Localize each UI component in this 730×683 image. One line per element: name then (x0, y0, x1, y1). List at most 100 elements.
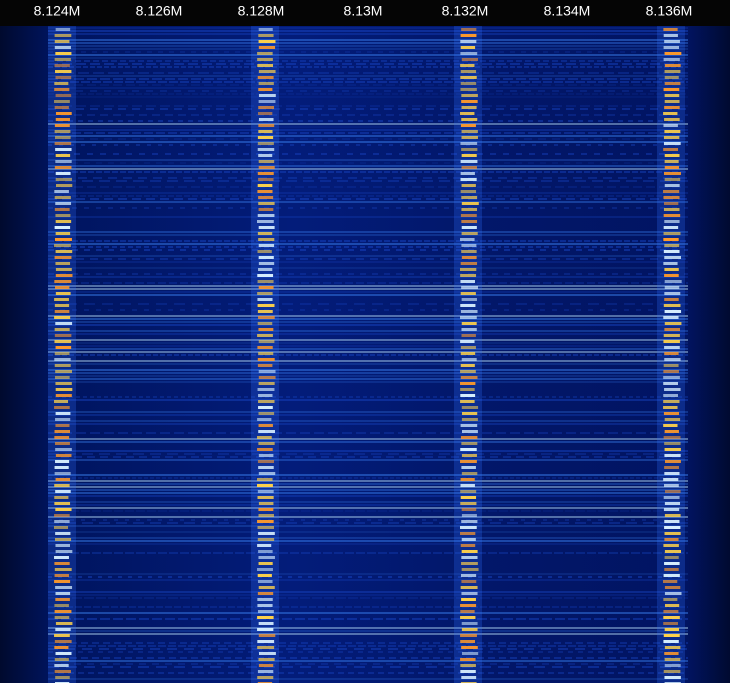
carrier-segment (461, 538, 476, 541)
carrier-segment (258, 652, 276, 655)
carrier-segment (258, 430, 275, 433)
carrier-segment (461, 226, 477, 229)
carrier-segment (54, 574, 69, 577)
carrier-segment (460, 616, 476, 619)
carrier-segment (460, 544, 476, 547)
carrier-segment (460, 142, 478, 145)
carrier-segment (258, 472, 276, 475)
carrier-segment (461, 562, 478, 565)
carrier-segment (663, 436, 681, 439)
carrier-segment (54, 334, 72, 337)
carrier-segment (664, 154, 680, 157)
carrier-segment (54, 310, 70, 313)
carrier-segment (257, 274, 274, 277)
carrier-segment (258, 268, 273, 271)
carrier-segment (664, 76, 679, 79)
carrier-segment (54, 580, 71, 583)
carrier-segment (460, 526, 477, 529)
carrier-segment (460, 46, 476, 49)
carrier-segment (460, 436, 478, 439)
carrier-segment (257, 628, 274, 631)
carrier-segment (54, 526, 69, 529)
carrier-segment (257, 436, 272, 439)
carrier-segment (460, 112, 475, 115)
carrier-segment (663, 376, 680, 379)
carrier-segment (461, 166, 477, 169)
carrier-segment (258, 124, 275, 127)
carrier-segment (54, 286, 70, 289)
carrier-segment (461, 568, 479, 571)
carrier-segment (257, 214, 275, 217)
carrier-segment (460, 310, 478, 313)
carrier-segment (663, 580, 678, 583)
carrier-segment (663, 364, 679, 367)
carrier-segment (54, 316, 71, 319)
carrier-segment (664, 556, 679, 559)
carrier-segment (460, 52, 478, 55)
carrier-segment (663, 316, 679, 319)
carrier-segment (54, 280, 72, 283)
carrier-segment (460, 634, 477, 637)
carrier-segment (460, 172, 475, 175)
carrier-segment (663, 28, 678, 31)
carrier-segment (258, 256, 274, 259)
carrier-segment (55, 76, 72, 79)
carrier-segment (664, 292, 681, 295)
carrier-segment (461, 196, 478, 199)
carrier-segment (664, 520, 680, 523)
carrier-segment (257, 148, 275, 151)
carrier-segment (663, 136, 680, 139)
carrier-segment (664, 280, 682, 283)
carrier-segment (54, 238, 72, 241)
carrier-segment (460, 76, 477, 79)
frequency-tick-label: 8.124M (34, 3, 81, 19)
carrier-segment (54, 124, 70, 127)
carrier-segment (54, 496, 69, 499)
carrier-segment (257, 616, 274, 619)
carrier-segment (55, 148, 72, 151)
carrier-segment (461, 592, 478, 595)
carrier-segment (663, 382, 678, 385)
carrier-segment (664, 286, 680, 289)
carrier-segment (257, 58, 273, 61)
carrier-segment (257, 646, 275, 649)
carrier-segment (55, 232, 71, 235)
carrier-segment (664, 310, 682, 313)
carrier-segment (258, 382, 275, 385)
carrier-segment (461, 646, 478, 649)
carrier-segment (258, 550, 273, 553)
carrier-segment (258, 502, 274, 505)
carrier-segment (55, 532, 71, 535)
carrier-segment (664, 82, 681, 85)
frequency-tick-label: 8.134M (544, 3, 591, 19)
carrier-segment (258, 244, 275, 247)
carrier-segment (54, 514, 70, 517)
carrier-segment (258, 376, 276, 379)
carrier-segment (54, 34, 72, 37)
carrier-segment (664, 118, 680, 121)
carrier-segment (54, 658, 69, 661)
carrier-segment (54, 196, 71, 199)
carrier-segment (664, 628, 680, 631)
carrier-segment (55, 262, 71, 265)
carrier-segment (460, 424, 478, 427)
carrier-segment (54, 640, 72, 643)
carrier-segment (257, 568, 273, 571)
carrier-segment (54, 100, 70, 103)
carrier-segment (664, 346, 680, 349)
carrier-segment (258, 442, 275, 445)
carrier-segment (461, 220, 478, 223)
carrier-segment (54, 358, 71, 361)
carrier-segment (664, 388, 681, 391)
carrier-segment (54, 166, 72, 169)
carrier-segment (460, 262, 478, 265)
carrier-segment (460, 178, 477, 181)
carrier-segment (55, 160, 72, 163)
carrier-segment (664, 442, 681, 445)
carrier-segment (663, 406, 678, 409)
carrier-segment (54, 106, 69, 109)
carrier-segment (257, 490, 274, 493)
carrier-segment (461, 106, 477, 109)
carrier-segment (55, 592, 71, 595)
carrier-segment (460, 670, 476, 673)
